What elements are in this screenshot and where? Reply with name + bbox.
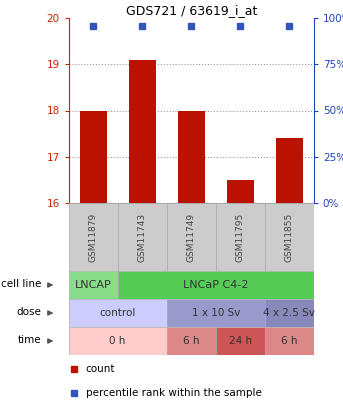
Text: dose: dose xyxy=(16,307,41,317)
Text: LNCAP: LNCAP xyxy=(75,280,111,290)
Bar xyxy=(118,203,167,271)
Text: 24 h: 24 h xyxy=(229,336,252,346)
Bar xyxy=(69,299,167,327)
Bar xyxy=(276,138,303,203)
Bar xyxy=(178,111,205,203)
Text: GSM11795: GSM11795 xyxy=(236,212,245,262)
Bar xyxy=(167,327,216,355)
Text: GSM11749: GSM11749 xyxy=(187,213,196,262)
Bar xyxy=(118,271,314,299)
Bar xyxy=(69,327,167,355)
Bar xyxy=(265,327,314,355)
Text: GSM11743: GSM11743 xyxy=(138,213,147,262)
Title: GDS721 / 63619_i_at: GDS721 / 63619_i_at xyxy=(126,4,257,17)
Text: 6 h: 6 h xyxy=(183,336,200,346)
Text: time: time xyxy=(17,335,41,345)
Bar xyxy=(69,271,118,299)
Text: 4 x 2.5 Sv: 4 x 2.5 Sv xyxy=(263,308,315,318)
Bar xyxy=(216,327,265,355)
Text: 0 h: 0 h xyxy=(109,336,126,346)
Bar xyxy=(167,203,216,271)
Bar xyxy=(265,299,314,327)
Bar xyxy=(265,203,314,271)
Text: control: control xyxy=(99,308,136,318)
Bar xyxy=(216,203,265,271)
Bar xyxy=(167,299,265,327)
Text: LNCaP C4-2: LNCaP C4-2 xyxy=(183,280,248,290)
Bar xyxy=(69,203,118,271)
Text: 6 h: 6 h xyxy=(281,336,298,346)
Bar xyxy=(227,180,254,203)
Bar xyxy=(80,111,107,203)
Bar xyxy=(129,60,156,203)
Text: cell line: cell line xyxy=(1,279,41,289)
Text: percentile rank within the sample: percentile rank within the sample xyxy=(86,388,262,397)
Text: GSM11855: GSM11855 xyxy=(285,212,294,262)
Text: 1 x 10 Sv: 1 x 10 Sv xyxy=(191,308,240,318)
Text: count: count xyxy=(86,364,115,374)
Text: GSM11879: GSM11879 xyxy=(88,212,98,262)
